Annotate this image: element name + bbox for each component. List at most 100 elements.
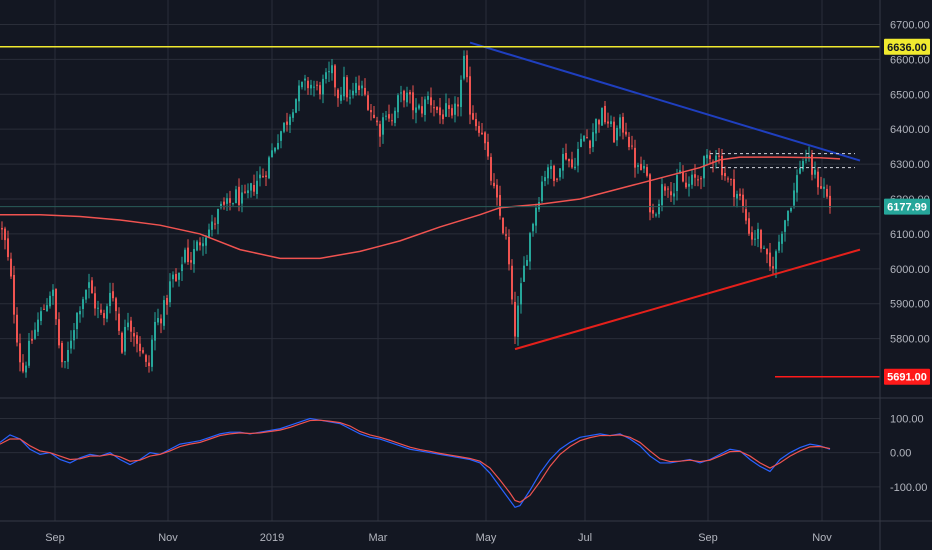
candle-body <box>631 145 633 147</box>
candle-body <box>778 241 780 251</box>
level-1-badge-label: 5691.00 <box>887 372 927 384</box>
candle-body <box>769 252 771 267</box>
candle-body <box>85 289 87 300</box>
candle-body <box>688 183 690 187</box>
y-axis-main: 5800.005900.006000.006100.006200.006300.… <box>890 19 930 345</box>
candle-body <box>40 311 42 321</box>
candle-body <box>199 242 201 246</box>
candle-body <box>730 178 732 180</box>
candle-body <box>685 182 687 188</box>
candle-body <box>241 192 243 204</box>
candle-body <box>589 140 591 149</box>
candle-body <box>388 114 390 119</box>
candle-body <box>265 175 267 178</box>
candle-body <box>172 274 174 280</box>
resistance-trendline[interactable] <box>469 41 861 162</box>
candle-body <box>205 237 207 246</box>
candle-body <box>259 174 261 179</box>
candle-body <box>634 147 636 168</box>
candle-body <box>163 300 165 326</box>
candle-body <box>802 161 804 170</box>
candle-body <box>757 228 759 239</box>
candle-body <box>115 298 117 312</box>
candle-body <box>385 115 387 117</box>
candle-body <box>490 157 492 181</box>
candle-body <box>166 298 168 305</box>
candle-body <box>475 119 477 127</box>
candle-body <box>37 319 39 332</box>
candle-body <box>334 65 336 88</box>
candle-body <box>436 106 438 110</box>
candle-body <box>178 272 180 280</box>
candle-body <box>772 266 774 269</box>
candle-body <box>364 87 366 95</box>
candle-body <box>160 318 162 324</box>
candle-body <box>502 217 504 234</box>
candle-body <box>727 178 729 180</box>
candle-body <box>169 281 171 303</box>
candle-body <box>628 136 630 148</box>
oscillator-series-0 <box>0 417 831 509</box>
candle-body <box>775 251 777 270</box>
candle-body <box>229 198 231 203</box>
candle-body <box>544 177 546 182</box>
candle-body <box>505 234 507 236</box>
candle-body <box>787 210 789 221</box>
candle-body <box>244 191 246 193</box>
candle-body <box>715 155 717 162</box>
candle-body <box>670 191 672 196</box>
candle-body <box>781 233 783 244</box>
candle-body <box>526 260 528 266</box>
candle-body <box>805 159 807 161</box>
candle-body <box>418 105 420 109</box>
candle-body <box>154 321 156 341</box>
candle-body <box>649 174 651 213</box>
candle-body <box>268 157 270 179</box>
candle-body <box>232 203 234 205</box>
candle-body <box>82 299 84 310</box>
candle-body <box>13 274 15 315</box>
candle-body <box>220 203 222 208</box>
candle-body <box>46 305 48 312</box>
candle-body <box>595 119 597 134</box>
candle-body <box>19 343 21 363</box>
candle-body <box>292 112 294 118</box>
candle-body <box>568 158 570 162</box>
candle-body <box>820 186 822 189</box>
candle-body <box>301 81 303 88</box>
candle-body <box>208 229 210 237</box>
candle-body <box>658 203 660 215</box>
candle-body <box>421 106 423 114</box>
candle-body <box>559 168 561 178</box>
candle-body <box>565 152 567 160</box>
candle-body <box>751 232 753 240</box>
candle-body <box>700 178 702 180</box>
candle-body <box>112 291 114 299</box>
candle-body <box>487 141 489 157</box>
candle-body <box>367 95 369 110</box>
candle-body <box>217 209 219 224</box>
candle-body <box>694 174 696 178</box>
candle-body <box>355 83 357 93</box>
candle-body <box>118 313 120 331</box>
candle-body <box>493 182 495 187</box>
candle-body <box>655 214 657 216</box>
candle-body <box>748 218 750 234</box>
candle-body <box>556 178 558 180</box>
candle-body <box>61 342 63 363</box>
candle-body <box>370 110 372 113</box>
candle-body <box>583 135 585 141</box>
horizontal-levels <box>0 46 880 378</box>
candle-body <box>157 318 159 323</box>
candle-body <box>535 207 537 226</box>
candle-body <box>463 55 465 79</box>
candle-body <box>601 107 603 126</box>
support-trendline[interactable] <box>514 248 861 351</box>
candle-body <box>352 90 354 96</box>
candle-body <box>448 105 450 109</box>
candle-body <box>784 220 786 232</box>
candle-body <box>304 78 306 81</box>
candle-body <box>307 80 309 89</box>
x-tick-label: Sep <box>45 532 65 544</box>
